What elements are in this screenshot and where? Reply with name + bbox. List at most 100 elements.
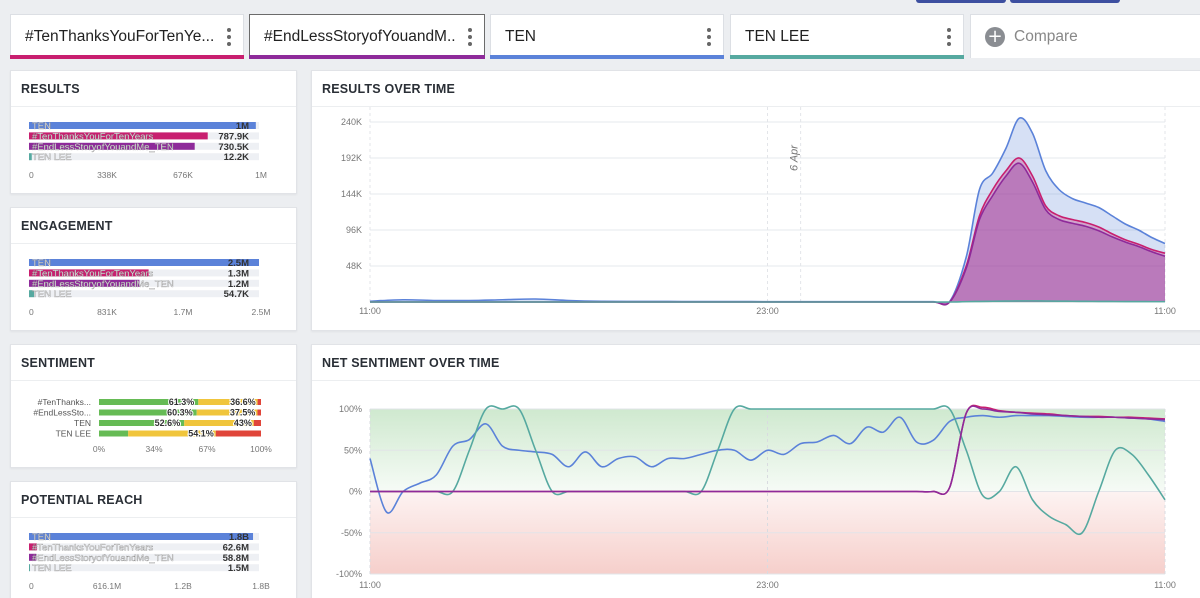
sentiment-negative-bar	[257, 399, 261, 405]
bar-value: 1.2M	[228, 279, 249, 290]
bar-0	[29, 122, 256, 129]
tab-color-bar	[730, 55, 964, 59]
bar-label: #TenThanksYouForTenYears	[32, 131, 154, 142]
y-axis-tick: -50%	[341, 528, 362, 538]
y-axis-tick: 240K	[341, 117, 362, 127]
x-axis-tick: 11:00	[359, 306, 381, 316]
bar-3	[29, 564, 30, 572]
sentiment-negative-bar	[257, 409, 261, 416]
bar-track	[29, 543, 259, 551]
sentiment-positive-bar	[99, 409, 197, 416]
bar-value: 2.5M	[228, 258, 249, 269]
bar-label: TEN LEE	[32, 289, 72, 300]
x-axis-tick: 23:00	[756, 580, 779, 590]
more-options-icon[interactable]	[935, 27, 963, 46]
axis-tick: 1.8B	[252, 581, 270, 591]
tab-ten[interactable]: TEN	[490, 14, 724, 59]
sentiment-series-line-1	[369, 405, 1166, 535]
axis-tick: 338K	[97, 170, 117, 180]
bar-2	[29, 142, 195, 150]
sentiment-positive-value: 52.6%	[155, 418, 181, 428]
results-card: RESULTS TEN 1M #TenThanksYouForTenYears 787…	[10, 70, 297, 194]
card-title: RESULTS	[11, 71, 296, 107]
bar-1	[29, 269, 149, 277]
bar-label: TEN	[32, 532, 51, 543]
bar-value: 730.5K	[218, 142, 249, 153]
more-options-icon[interactable]	[215, 27, 243, 46]
card-title: POTENTIAL REACH	[11, 482, 296, 518]
bar-value: 1.3M	[228, 268, 249, 279]
bar-value: 62.6M	[223, 542, 249, 553]
bar-label: TEN LEE	[32, 152, 72, 163]
top-nav-stub-1[interactable]	[916, 0, 1006, 3]
tab-label: #EndLessStoryofYouandM...	[264, 27, 456, 45]
bar-label: #EndLessStoryofYouandMe_TEN	[32, 142, 174, 153]
bar-0	[29, 533, 254, 540]
add-icon[interactable]: +	[985, 26, 1005, 47]
bar-value: 787.9K	[218, 131, 249, 142]
sentiment-neutral-bar	[196, 409, 258, 416]
top-nav-stub-2[interactable]	[1010, 0, 1120, 3]
y-axis-tick: 50%	[344, 445, 362, 455]
bar-track	[29, 553, 259, 561]
sentiment-row-label: TEN	[74, 418, 91, 428]
sentiment-positive-bar	[99, 430, 129, 437]
bar-value: 1.5M	[228, 563, 249, 574]
bar-1	[29, 132, 208, 140]
bar-3	[29, 153, 32, 161]
sentiment-negative-bar	[215, 430, 261, 437]
y-axis-tick: 192K	[341, 153, 362, 163]
more-options-icon[interactable]	[456, 27, 484, 46]
bar-label: TEN	[32, 121, 51, 132]
axis-tick: 831K	[97, 307, 117, 317]
sentiment-row-label: TEN LEE	[56, 429, 92, 439]
bar-label: TEN LEE	[32, 563, 72, 574]
potential-reach-card: POTENTIAL REACH TEN 1.8B #TenThanksYouForT…	[10, 481, 297, 598]
tab-label: #TenThanksYouForTenYe...	[25, 27, 215, 45]
results-over-time-chart: 240K 192K 144K 96K 48K 11:00 23:00 11:00 6 Apr	[341, 107, 1176, 316]
bar-track	[29, 153, 259, 161]
axis-tick: 2.5M	[252, 307, 271, 317]
tab-color-bar	[490, 55, 724, 59]
bar-track	[29, 564, 259, 572]
card-title: ENGAGEMENT	[11, 208, 296, 244]
bar-value: 12.2K	[224, 152, 249, 163]
card-title: RESULTS OVER TIME	[312, 71, 1200, 107]
engagement-card: ENGAGEMENT TEN 2.5M #TenThanksYouForTenYea…	[10, 207, 297, 331]
axis-tick: 0	[29, 581, 34, 591]
axis-tick: 616.1M	[93, 581, 121, 591]
axis-tick: 0	[29, 307, 34, 317]
sentiment-neutral-bar	[128, 430, 216, 437]
x-axis-tick: 11:00	[1154, 580, 1176, 590]
tab-ten-thanks[interactable]: #TenThanksYouForTenYe...	[10, 14, 244, 59]
sentiment-positive-value: 60.3%	[167, 408, 193, 418]
net-sentiment-card: NET SENTIMENT OVER TIME 100% 50% 0% -50% -10…	[311, 344, 1200, 598]
sentiment-row-label: #TenThanks...	[38, 397, 91, 407]
bar-2	[29, 553, 37, 561]
sentiment-row-label: #EndLessSto...	[33, 408, 91, 418]
sentiment-series-line-3	[369, 405, 1166, 496]
date-marker-label: 6 Apr	[789, 144, 801, 171]
axis-tick: 0%	[93, 444, 106, 454]
axis-tick: 1.7M	[174, 307, 193, 317]
bar-1	[29, 543, 37, 551]
sentiment-neutral-bar	[198, 399, 258, 405]
tab-endless-story[interactable]: #EndLessStoryofYouandM...	[249, 14, 485, 59]
sentiment-neutral-value: 37.5%	[230, 408, 256, 418]
sentiment-bar-chart: #TenThanks... 61.3% 36.6% #EndLessSto... 60.…	[33, 396, 272, 454]
tab-label: TEN LEE	[745, 27, 810, 45]
bar-track	[29, 279, 259, 287]
y-axis-tick: 0%	[349, 487, 362, 497]
sentiment-card: SENTIMENT #TenThanks... 61.3% 36.6% #EndLes…	[10, 344, 297, 468]
compare-button[interactable]: + Compare	[970, 14, 1200, 58]
y-axis-tick: 48K	[346, 261, 362, 271]
more-options-icon[interactable]	[695, 27, 723, 46]
sentiment-neutral-value: 36.6%	[230, 397, 256, 407]
sentiment-neutral-value: 43%	[234, 418, 252, 428]
card-title: SENTIMENT	[11, 345, 296, 381]
tab-ten-lee[interactable]: TEN LEE	[730, 14, 964, 59]
tab-color-bar	[249, 55, 485, 59]
bar-2	[29, 279, 140, 287]
bar-value: 54.7K	[224, 289, 249, 300]
bar-value: 58.8M	[223, 553, 249, 564]
